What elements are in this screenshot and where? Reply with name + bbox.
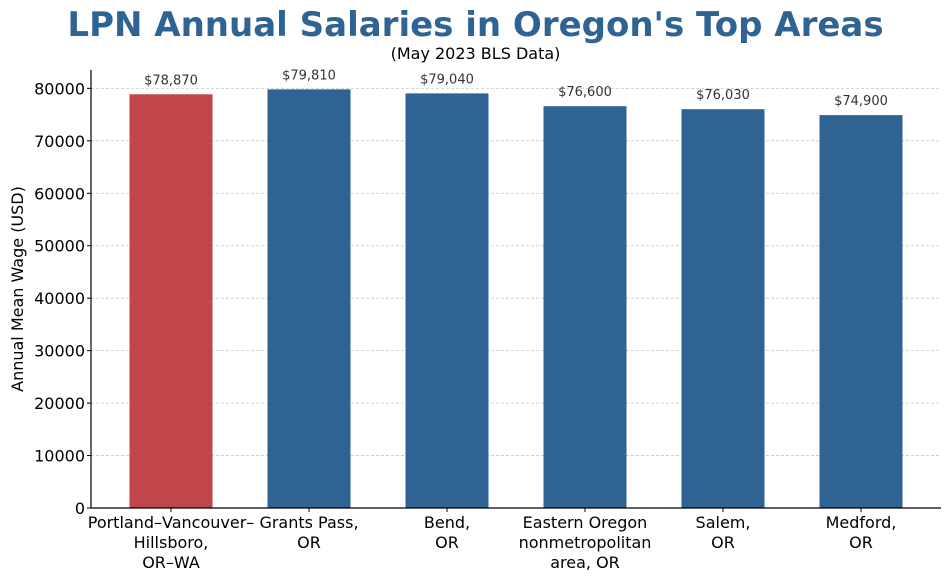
x-tick-label: Bend,	[424, 513, 470, 532]
x-tick-label: nonmetropolitan	[519, 533, 652, 552]
x-tick-label: Hillsboro,	[134, 533, 209, 552]
bar	[129, 94, 213, 508]
data-label: $76,030	[696, 88, 750, 103]
bar	[405, 93, 489, 509]
y-tick-label: 20000	[34, 394, 85, 413]
bar	[681, 109, 765, 508]
data-label: $74,900	[834, 94, 888, 109]
x-tick-label: area, OR	[550, 553, 620, 572]
x-tick-label: Portland–Vancouver–	[88, 513, 255, 532]
chart-subtitle: (May 2023 BLS Data)	[390, 44, 561, 63]
x-tick-label: Eastern Oregon	[523, 513, 648, 532]
data-label: $79,810	[282, 68, 336, 83]
y-tick-label: 60000	[34, 184, 85, 203]
data-label: $79,040	[420, 72, 474, 87]
x-tick-label: OR	[435, 533, 459, 552]
y-tick-label: 10000	[34, 447, 85, 466]
y-tick-label: 30000	[34, 342, 85, 361]
bar	[267, 89, 351, 508]
y-tick-label: 0	[75, 499, 85, 518]
x-tick-label: OR	[711, 533, 735, 552]
data-label: $78,870	[144, 73, 198, 88]
y-tick-label: 70000	[34, 132, 85, 151]
x-tick-label: OR–WA	[142, 553, 200, 572]
y-tick-label: 80000	[34, 79, 85, 98]
y-tick-label: 40000	[34, 289, 85, 308]
y-axis-label: Annual Mean Wage (USD)	[8, 186, 27, 392]
chart-title: LPN Annual Salaries in Oregon's Top Area…	[67, 5, 884, 45]
x-tick-label: OR	[849, 533, 873, 552]
x-tick-label: Salem,	[696, 513, 751, 532]
y-tick-label: 50000	[34, 237, 85, 256]
x-tick-label: Grants Pass,	[259, 513, 358, 532]
x-tick-label: Medford,	[826, 513, 897, 532]
x-tick-label: OR	[297, 533, 321, 552]
data-label: $76,600	[558, 85, 612, 100]
bar	[819, 115, 903, 508]
bar	[543, 106, 627, 508]
